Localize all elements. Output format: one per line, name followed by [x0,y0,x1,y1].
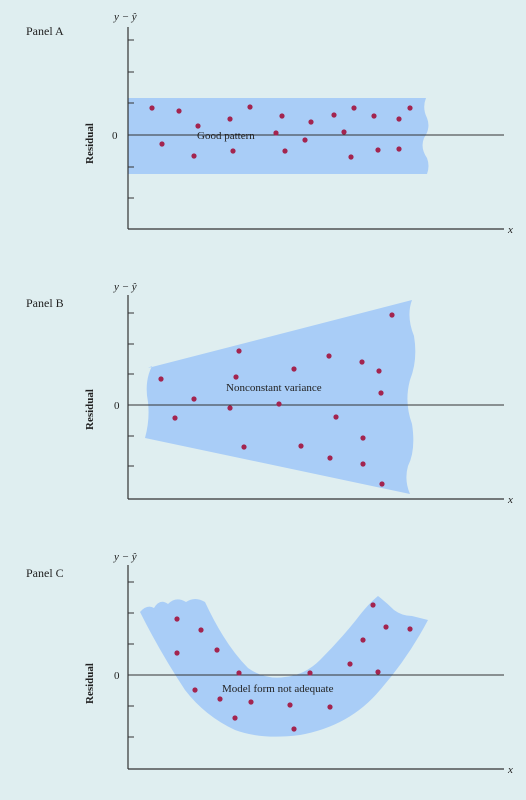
point [174,650,180,656]
point [176,108,182,114]
point [172,415,178,421]
panel-c-label: Panel C [26,566,64,580]
point [273,130,279,136]
point [327,704,333,710]
point [276,401,282,407]
panel-c: Panel C y − ŷ 0 x Residual Model form no… [0,540,526,800]
point [236,348,242,354]
point [279,113,285,119]
point [227,405,233,411]
point [227,116,233,122]
point [291,366,297,372]
points [174,602,413,732]
point [396,116,402,122]
point [291,726,297,732]
point [232,715,238,721]
y-ticks [128,581,134,738]
point [214,647,220,653]
point [307,670,313,676]
y-ticks [128,312,134,467]
point [327,455,333,461]
x-axis-label: x [507,764,513,776]
point [248,699,254,705]
point [378,390,384,396]
zero-tick-label: 0 [112,130,118,142]
y-axis-label: y − ŷ [113,281,137,293]
residual-label: Residual [84,663,96,704]
point [383,624,389,630]
zero-tick-label: 0 [114,400,120,412]
point [360,637,366,643]
point [379,481,385,487]
point [191,396,197,402]
point [333,414,339,420]
point [389,312,395,318]
panel-a-label: Panel A [26,24,64,38]
zero-tick-label: 0 [114,670,120,682]
panel-b-label: Panel B [26,296,64,310]
point [347,661,353,667]
points [158,312,395,487]
x-axis-label: x [507,494,513,506]
point [247,104,253,110]
point [195,123,201,129]
point [331,112,337,118]
residual-label: Residual [84,389,96,430]
x-axis-label: x [507,224,513,236]
point [302,137,308,143]
point [236,670,242,676]
point [407,626,413,632]
point [241,444,247,450]
annotation: Model form not adequate [222,683,334,695]
panel-b-plot: y − ŷ 0 x Residual Nonconstant variance [84,281,513,506]
residual-label: Residual [84,123,96,164]
point [348,154,354,160]
panel-c-plot: y − ŷ 0 x Residual Model form not adequa… [84,551,513,776]
point [375,669,381,675]
point [233,374,239,380]
point [149,105,155,111]
point [308,119,314,125]
point [230,148,236,154]
point [192,687,198,693]
annotation: Good pattern [197,130,255,142]
point [396,146,402,152]
point [298,443,304,449]
residual-band [128,98,429,174]
point [351,105,357,111]
point [407,105,413,111]
y-axis-label: y − ŷ [113,11,137,23]
point [159,141,165,147]
residual-band [145,300,416,494]
panel-a-plot: y − ŷ 0 x Residual Good pattern [84,11,513,236]
point [371,113,377,119]
point [360,435,366,441]
point [376,368,382,374]
points [149,104,413,160]
point [287,702,293,708]
annotation: Nonconstant variance [226,382,322,394]
panel-a: Panel A y − ŷ 0 x Residual Good pattern [0,0,526,260]
point [370,602,376,608]
point [326,353,332,359]
point [158,376,164,382]
point [217,696,223,702]
point [191,153,197,159]
panel-b: Panel B y − ŷ 0 x Residual Nonconstant v… [0,270,526,530]
point [174,616,180,622]
y-ticks [128,39,134,199]
y-axis-label: y − ŷ [113,551,137,563]
point [282,148,288,154]
point [359,359,365,365]
residual-band [140,596,428,737]
point [341,129,347,135]
point [375,147,381,153]
point [198,627,204,633]
point [360,461,366,467]
